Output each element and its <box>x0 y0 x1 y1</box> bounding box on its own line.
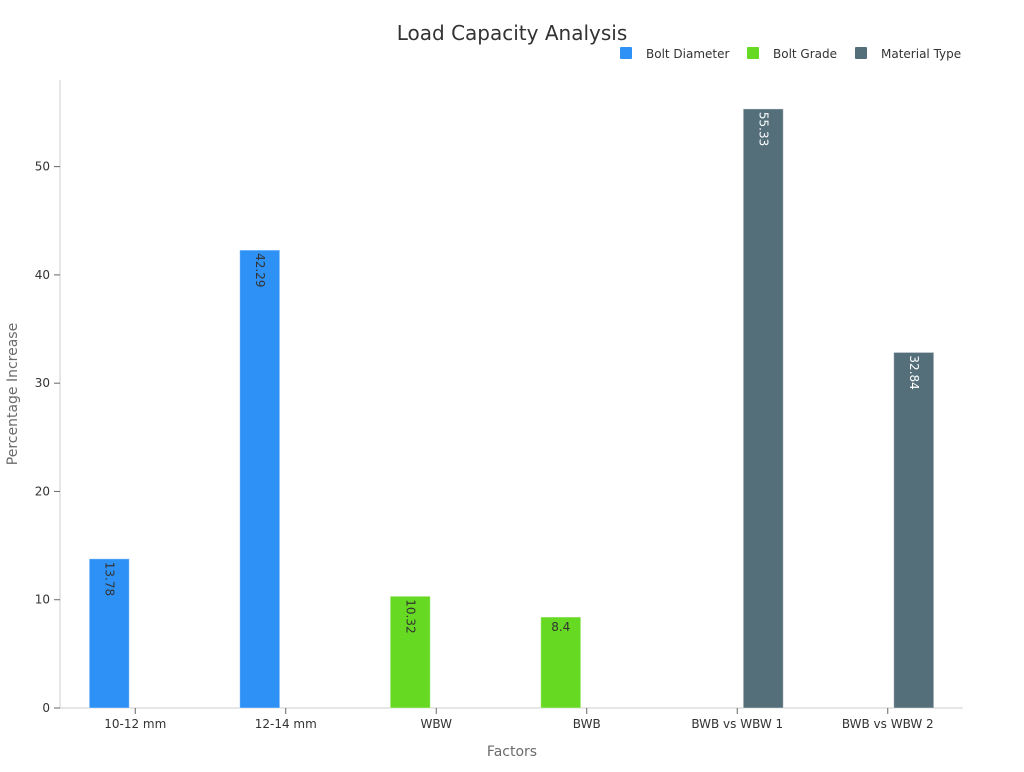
bar <box>389 595 431 709</box>
legend-label: Bolt Diameter <box>646 47 730 61</box>
legend-label: Bolt Grade <box>773 47 837 61</box>
bar-data-label: 10.32 <box>403 599 417 633</box>
bar <box>239 249 281 709</box>
bar-data-label: 13.78 <box>102 562 116 596</box>
x-tick-label: BWB vs WBW 1 <box>691 717 783 731</box>
x-tick-label: BWB vs WBW 2 <box>842 717 934 731</box>
y-axis-title: Percentage Increase <box>5 323 21 465</box>
bar-data-label: 42.29 <box>253 253 267 287</box>
chart-legend: Bolt Diameter Bolt Grade Material Type <box>620 47 961 61</box>
y-tick-label: 0 <box>42 701 50 715</box>
x-tick-label: WBW <box>420 717 452 731</box>
x-tick-label: 10-12 mm <box>104 717 166 731</box>
bar-data-label: 8.4 <box>551 620 570 634</box>
bar <box>893 351 935 709</box>
x-tick-label: BWB <box>573 717 601 731</box>
x-tick-label: 12-14 mm <box>255 717 317 731</box>
chart-axes: 0 10 20 30 40 50 10-12 mm 12-14 mm WBW BWB BWB vs … <box>35 80 963 731</box>
bar <box>742 108 784 709</box>
legend-swatch <box>620 47 632 59</box>
bar <box>540 616 582 709</box>
legend-swatch <box>747 47 759 59</box>
bar-data-label: 32.84 <box>907 355 921 389</box>
chart-bars <box>88 108 935 709</box>
y-tick-label: 20 <box>35 484 50 498</box>
x-axis-title: Factors <box>487 744 537 760</box>
y-tick-label: 50 <box>35 160 50 174</box>
bar <box>88 558 130 709</box>
y-tick-label: 10 <box>35 593 50 607</box>
chart-data-labels: 13.78 42.29 10.32 8.4 55.33 32.84 <box>102 112 921 634</box>
legend-label: Material Type <box>881 47 961 61</box>
y-tick-label: 40 <box>35 268 50 282</box>
y-tick-label: 30 <box>35 376 50 390</box>
legend-swatch <box>855 47 867 59</box>
chart-title: Load Capacity Analysis <box>397 21 628 45</box>
bar-data-label: 55.33 <box>756 112 770 146</box>
